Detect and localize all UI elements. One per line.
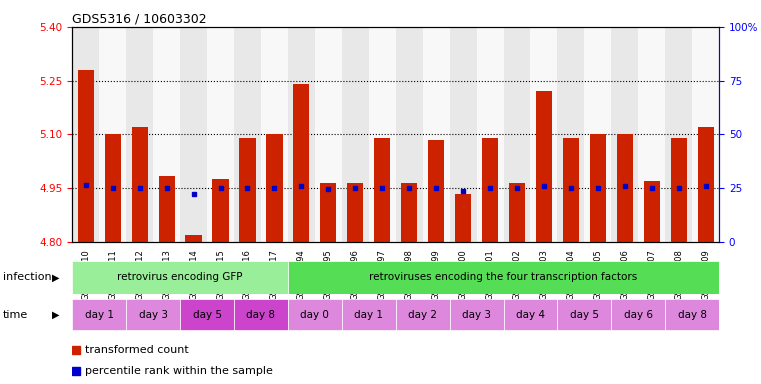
Bar xyxy=(638,27,665,242)
Bar xyxy=(693,27,719,242)
Text: day 4: day 4 xyxy=(516,310,545,320)
Bar xyxy=(266,134,282,242)
Bar xyxy=(78,70,94,242)
Bar xyxy=(126,300,180,330)
Bar xyxy=(212,179,228,242)
Bar xyxy=(342,27,369,242)
Bar xyxy=(72,27,99,242)
Bar xyxy=(234,300,288,330)
Text: day 1: day 1 xyxy=(84,310,113,320)
Bar xyxy=(450,300,504,330)
Bar xyxy=(476,27,504,242)
Bar xyxy=(342,300,396,330)
Bar xyxy=(180,300,234,330)
Bar xyxy=(288,27,315,242)
Bar xyxy=(455,194,471,242)
Bar xyxy=(315,27,342,242)
Text: day 8: day 8 xyxy=(247,310,275,320)
Bar xyxy=(234,27,261,242)
Text: day 5: day 5 xyxy=(570,310,599,320)
Text: day 8: day 8 xyxy=(678,310,707,320)
Bar xyxy=(428,140,444,242)
Text: ▶: ▶ xyxy=(52,272,59,283)
Bar xyxy=(186,235,202,242)
Bar xyxy=(396,300,450,330)
Bar xyxy=(347,183,364,242)
Bar xyxy=(288,261,719,294)
Text: day 3: day 3 xyxy=(139,310,167,320)
Bar xyxy=(584,27,611,242)
Bar xyxy=(665,300,719,330)
Bar xyxy=(374,138,390,242)
Bar xyxy=(558,27,584,242)
Bar xyxy=(293,84,310,242)
Bar xyxy=(126,27,153,242)
Text: retrovirus encoding GFP: retrovirus encoding GFP xyxy=(117,272,243,283)
Bar xyxy=(563,138,579,242)
Bar xyxy=(504,27,530,242)
Bar xyxy=(158,175,175,242)
Bar xyxy=(401,183,417,242)
Bar xyxy=(99,27,126,242)
Text: infection: infection xyxy=(3,272,52,283)
Bar xyxy=(644,181,660,242)
Text: day 0: day 0 xyxy=(301,310,330,320)
Text: GDS5316 / 10603302: GDS5316 / 10603302 xyxy=(72,13,207,26)
Bar xyxy=(369,27,396,242)
Text: day 2: day 2 xyxy=(408,310,437,320)
Text: day 6: day 6 xyxy=(624,310,653,320)
Bar xyxy=(288,300,342,330)
Bar xyxy=(396,27,422,242)
Bar xyxy=(504,300,557,330)
Text: day 1: day 1 xyxy=(355,310,384,320)
Bar xyxy=(450,27,476,242)
Text: day 5: day 5 xyxy=(193,310,221,320)
Bar xyxy=(698,127,714,242)
Bar xyxy=(590,134,606,242)
Bar xyxy=(611,300,665,330)
Bar xyxy=(132,127,148,242)
Bar xyxy=(180,27,207,242)
Text: ▶: ▶ xyxy=(52,310,59,320)
Bar xyxy=(665,27,693,242)
Bar xyxy=(509,183,525,242)
Bar xyxy=(536,91,552,242)
Bar xyxy=(72,261,288,294)
Text: transformed count: transformed count xyxy=(85,345,189,355)
Bar xyxy=(72,300,126,330)
Bar xyxy=(482,138,498,242)
Bar xyxy=(422,27,450,242)
Text: day 3: day 3 xyxy=(462,310,491,320)
Bar xyxy=(557,300,611,330)
Bar xyxy=(261,27,288,242)
Text: percentile rank within the sample: percentile rank within the sample xyxy=(85,366,273,376)
Bar xyxy=(153,27,180,242)
Bar xyxy=(670,138,687,242)
Bar xyxy=(611,27,638,242)
Bar xyxy=(616,134,633,242)
Bar xyxy=(240,138,256,242)
Text: retroviruses encoding the four transcription factors: retroviruses encoding the four transcrip… xyxy=(369,272,638,283)
Bar xyxy=(320,183,336,242)
Bar xyxy=(105,134,121,242)
Text: time: time xyxy=(3,310,28,320)
Bar xyxy=(207,27,234,242)
Bar xyxy=(530,27,558,242)
